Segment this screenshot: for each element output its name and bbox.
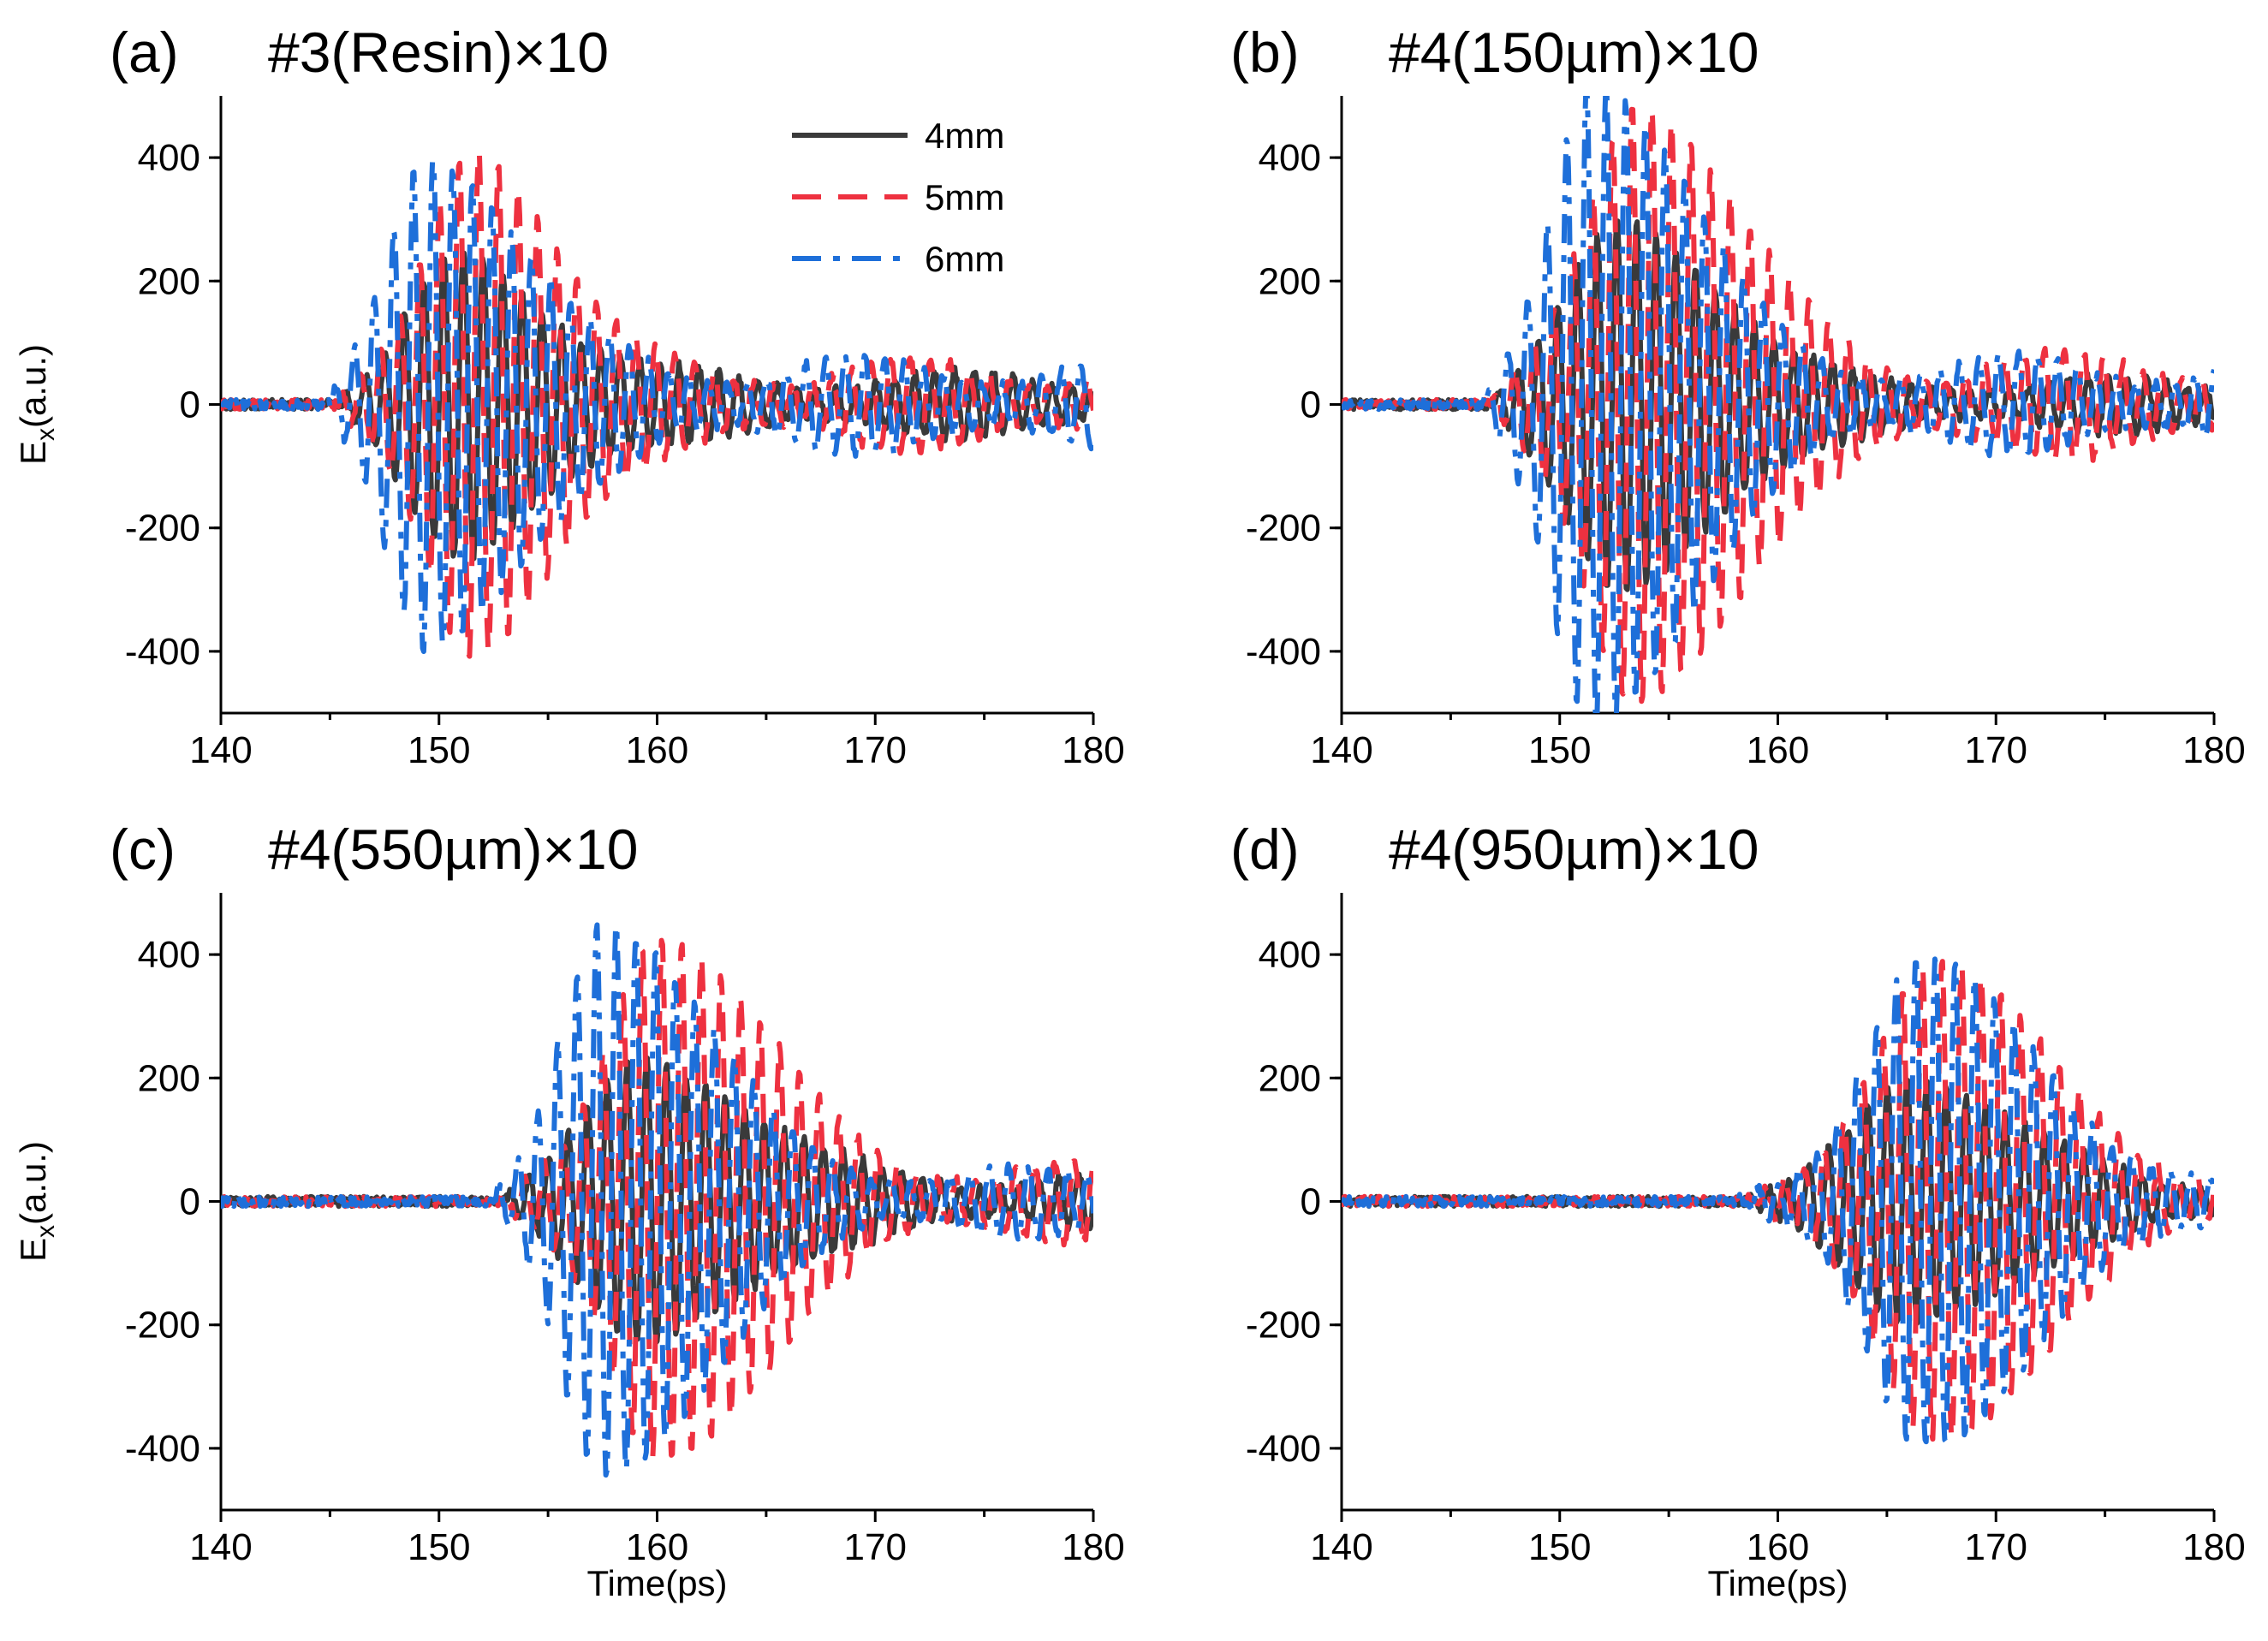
series-line-5mm [221,150,1093,659]
y-axis-title-units: (a.u.) [13,344,53,428]
x-tick-label: 150 [408,729,470,771]
legend-entry: 5mm [925,177,1004,217]
plot-area [1342,96,2214,713]
panel-title: #4(950µm)×10 [1389,818,1759,881]
series-line-6mm [1342,96,2214,713]
x-tick-label: 180 [2182,1526,2245,1568]
y-tick-label: -200 [1246,508,1321,550]
y-tick-label: -400 [125,631,200,673]
y-tick-label: -200 [125,508,200,550]
x-tick-label: 140 [189,729,252,771]
x-tick-label: 180 [1062,729,1124,771]
y-axis-title-units: (a.u.) [13,1141,53,1225]
x-tick-label: 180 [2182,729,2245,771]
y-axis-title-subscript: x [32,428,60,441]
y-axis-title: Ex(a.u.) [13,344,60,465]
x-tick-label: 160 [1747,729,1809,771]
y-tick-label: 0 [180,1181,200,1223]
plot-area [221,922,1093,1478]
y-axis-title-main: E [13,441,53,465]
plot-area [221,150,1093,659]
y-tick-label: -200 [1246,1305,1321,1347]
y-tick-label: -400 [1246,1428,1321,1470]
y-tick-label: 400 [138,934,200,976]
chart-panel-b: 140 150 160 170 180 -400 -200 0 200 400 (b) #4(150µ… [1230,21,2246,771]
y-tick-label: -200 [125,1305,200,1347]
y-tick-label: 400 [1259,934,1321,976]
y-tick-label: 0 [180,384,200,426]
series-line-6mm [1342,956,2214,1445]
y-tick-label: 200 [1259,260,1321,302]
x-axis-title: Time(ps) [586,1563,727,1603]
y-tick-label: 400 [1259,137,1321,179]
panel-label: (b) [1230,21,1300,84]
x-tick-label: 150 [408,1526,470,1568]
panel-label: (a) [110,21,179,84]
y-tick-label: -400 [1246,631,1321,673]
x-tick-label: 140 [189,1526,252,1568]
chart-panel-a: 140 150 160 170 180 -400 -200 0 200 400 (a) #3(Resi… [13,21,1125,771]
y-tick-label: -400 [125,1428,200,1470]
x-tick-label: 140 [1310,1526,1372,1568]
x-tick-label: 180 [1062,1526,1124,1568]
series-line-6mm [221,159,1093,654]
panel-label: (d) [1230,818,1300,881]
y-tick-label: 400 [138,137,200,179]
legend-entry: 4mm [925,116,1004,156]
x-tick-label: 170 [1965,729,2027,771]
x-tick-label: 160 [626,1526,688,1568]
y-tick-label: 0 [1301,1181,1321,1223]
x-tick-label: 170 [844,729,907,771]
y-tick-label: 200 [1259,1057,1321,1099]
plot-area [1342,956,2214,1445]
x-tick-label: 170 [1965,1526,2027,1568]
y-tick-label: 0 [1301,384,1321,426]
panel-title: #4(550µm)×10 [268,818,638,881]
x-tick-label: 140 [1310,729,1372,771]
legend-entry: 6mm [925,239,1004,279]
x-tick-label: 150 [1528,1526,1591,1568]
panel-label: (c) [110,818,176,881]
series-line-5mm [1342,106,2214,705]
chart-panel-d: 140 150 160 170 180 -400 -200 0 200 400 (d) #4(950µ… [1230,818,2246,1603]
chart-panel-c: 140 150 160 170 180 -400 -200 0 200 400 (c) #4(550µ… [13,818,1125,1603]
y-axis-title: Ex(a.u.) [13,1141,60,1262]
x-tick-label: 170 [844,1526,907,1568]
panel-title: #3(Resin)×10 [268,21,609,84]
panel-title: #4(150µm)×10 [1389,21,1759,84]
x-tick-label: 160 [1747,1526,1809,1568]
x-tick-label: 150 [1528,729,1591,771]
y-tick-label: 200 [138,260,200,302]
y-axis-title-subscript: x [32,1225,60,1238]
y-tick-label: 200 [138,1057,200,1099]
x-tick-label: 160 [626,729,688,771]
series-line-6mm [221,922,1093,1478]
x-axis-title: Time(ps) [1707,1563,1848,1603]
y-axis-title-main: E [13,1238,53,1262]
